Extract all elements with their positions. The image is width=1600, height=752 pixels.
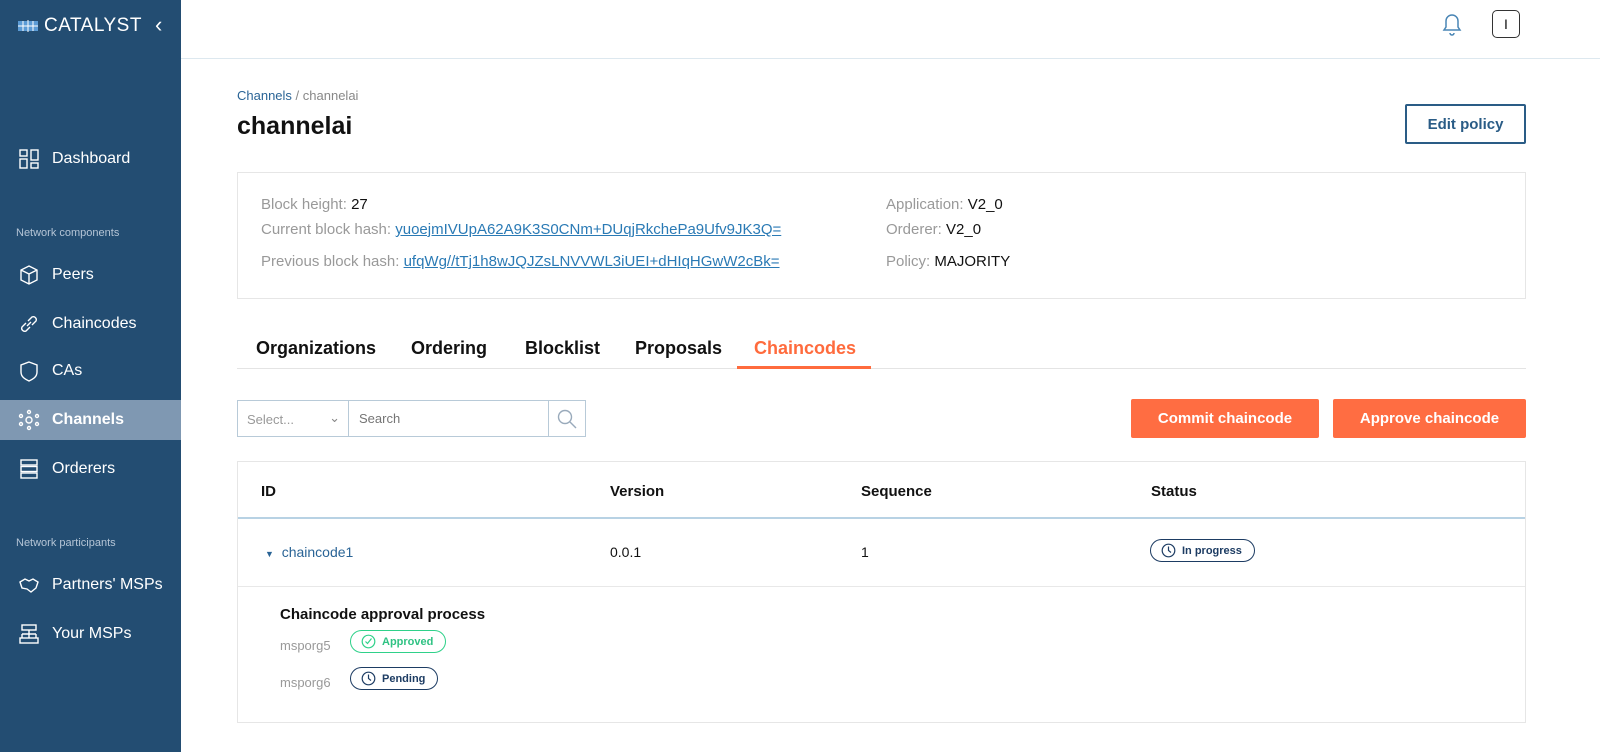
tab-chaincodes[interactable]: Chaincodes xyxy=(754,338,857,358)
approve-chaincode-button[interactable]: Approve chaincode xyxy=(1333,399,1526,438)
approval-process-title: Chaincode approval process xyxy=(280,606,486,623)
bell-icon[interactable] xyxy=(1440,12,1464,38)
sidebar-item-label: Channels xyxy=(52,411,125,428)
current-hash-label: Current block hash: xyxy=(261,221,392,238)
sidebar-item-your-msps[interactable]: Your MSPs xyxy=(0,614,181,654)
application-value: V2_0 xyxy=(967,196,1003,213)
org-name: msporg6 xyxy=(280,675,331,690)
sidebar-item-label: Peers xyxy=(52,266,94,283)
filter-select[interactable]: Select... ⌄ xyxy=(237,400,349,437)
page-title: channelai xyxy=(237,112,353,140)
orderer-value: V2_0 xyxy=(946,221,982,238)
sidebar: CATALYST ‹ Dashboard Network components … xyxy=(0,0,181,752)
policy-label: Policy: xyxy=(886,253,931,270)
column-header-id[interactable]: ID xyxy=(261,483,276,500)
app-name: CATALYST xyxy=(44,15,142,36)
section-network-participants: Network participants xyxy=(16,537,116,549)
sidebar-item-channels[interactable]: Channels xyxy=(0,400,181,440)
search-box xyxy=(349,400,586,437)
sidebar-item-label: Chaincodes xyxy=(52,315,137,332)
sidebar-item-label: Partners' MSPs xyxy=(52,576,163,593)
sidebar-item-orderers[interactable]: Orderers xyxy=(0,449,181,489)
chevron-down-icon: ⌄ xyxy=(329,410,340,425)
sidebar-item-partners-msps[interactable]: Partners' MSPs xyxy=(0,565,181,605)
pending-badge: Pending xyxy=(350,667,439,691)
chaincodes-table: ID Version Sequence Status ▼ chaincode1 … xyxy=(237,461,1526,723)
tab-blocklist[interactable]: Blocklist xyxy=(525,338,601,358)
search-icon xyxy=(557,409,577,428)
channel-info-card: Block height: 27 Current block hash: yuo… xyxy=(237,172,1526,299)
block-height-value: 27 xyxy=(351,196,368,213)
column-header-version[interactable]: Version xyxy=(610,483,665,500)
edit-policy-button[interactable]: Edit policy xyxy=(1405,104,1526,144)
breadcrumb-separator: / xyxy=(291,88,303,103)
current-hash-link[interactable]: yuoejmIVUpA62A9K3S0CNm+DUqjRkchePa9Ufv9J… xyxy=(395,221,782,238)
commit-chaincode-button[interactable]: Commit chaincode xyxy=(1131,399,1319,438)
table-row-version: 0.0.1 xyxy=(610,544,642,560)
breadcrumb-current: channelai xyxy=(302,88,359,103)
sidebar-item-cas[interactable]: CAs xyxy=(0,351,181,391)
server-icon xyxy=(20,459,38,479)
sidebar-item-label: Dashboard xyxy=(52,150,131,167)
approval-status-text: Pending xyxy=(382,672,426,685)
hierarchy-icon xyxy=(19,624,39,644)
user-avatar[interactable]: I xyxy=(1492,10,1520,38)
check-circle-icon xyxy=(361,634,376,649)
previous-hash-link[interactable]: ufqWg//tTj1h8wJQJZsLNVVWL3iUEI+dHIqHGwW2… xyxy=(403,253,780,270)
sidebar-item-peers[interactable]: Peers xyxy=(0,255,181,295)
status-badge: In progress xyxy=(1150,539,1255,563)
search-button[interactable] xyxy=(548,401,585,436)
clock-icon xyxy=(1161,543,1176,558)
cube-icon xyxy=(20,265,38,285)
breadcrumb-channels[interactable]: Channels xyxy=(237,88,292,103)
orderer-label: Orderer: xyxy=(886,221,942,238)
logo[interactable]: CATALYST xyxy=(18,15,142,37)
breadcrumb: Channels / channelai xyxy=(237,88,358,103)
row-divider xyxy=(238,586,1525,587)
caret-down-icon: ▼ xyxy=(265,549,274,559)
table-row-sequence: 1 xyxy=(861,544,869,560)
table-row-id[interactable]: ▼ chaincode1 xyxy=(265,544,353,560)
sidebar-item-label: CAs xyxy=(52,362,83,379)
logo-icon xyxy=(18,20,38,32)
dashboard-icon xyxy=(19,149,39,169)
network-icon xyxy=(18,409,40,431)
sidebar-item-label: Your MSPs xyxy=(52,625,132,642)
top-bar xyxy=(181,0,1600,59)
block-height-label: Block height: xyxy=(261,196,347,213)
approval-status-text: Approved xyxy=(382,635,434,648)
previous-hash-label: Previous block hash: xyxy=(261,253,400,270)
search-input[interactable] xyxy=(349,401,539,436)
collapse-sidebar-icon[interactable]: ‹ xyxy=(155,12,163,37)
tab-proposals[interactable]: Proposals xyxy=(635,338,723,358)
column-header-status[interactable]: Status xyxy=(1151,483,1197,500)
application-label: Application: xyxy=(886,196,964,213)
sidebar-item-dashboard[interactable]: Dashboard xyxy=(0,139,181,179)
column-header-sequence[interactable]: Sequence xyxy=(861,483,932,500)
link-icon xyxy=(21,316,37,332)
header-divider xyxy=(238,517,1525,519)
org-name: msporg5 xyxy=(280,638,331,653)
handshake-icon xyxy=(19,578,39,593)
section-network-components: Network components xyxy=(16,227,120,239)
tab-ordering[interactable]: Ordering xyxy=(411,338,488,358)
clock-icon xyxy=(361,671,376,686)
chaincode-id: chaincode1 xyxy=(281,544,354,560)
policy-value: MAJORITY xyxy=(934,253,1011,270)
shield-icon xyxy=(20,361,38,382)
tab-bar: Organizations Ordering Blocklist Proposa… xyxy=(237,330,1526,369)
active-tab-indicator xyxy=(737,366,871,369)
sidebar-item-chaincodes[interactable]: Chaincodes xyxy=(0,304,181,344)
sidebar-item-label: Orderers xyxy=(52,460,116,477)
approved-badge: Approved xyxy=(350,630,447,654)
select-placeholder: Select... xyxy=(247,412,294,427)
tab-organizations[interactable]: Organizations xyxy=(256,338,377,358)
status-text: In progress xyxy=(1182,544,1242,557)
